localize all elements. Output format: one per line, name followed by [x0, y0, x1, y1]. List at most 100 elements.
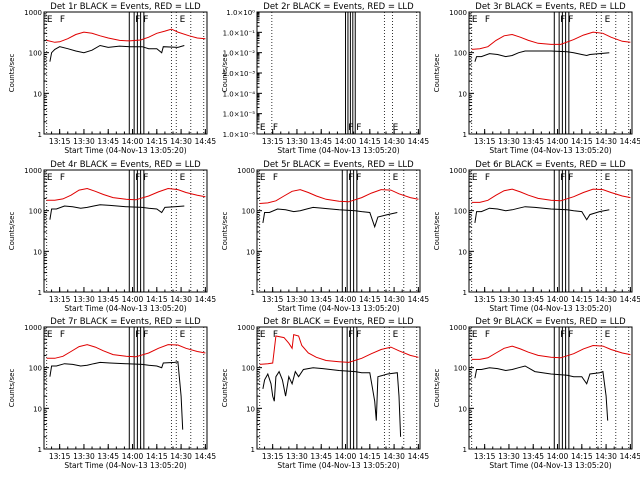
- x-tick-label: 14:15: [571, 452, 593, 461]
- x-tick-label: 13:30: [73, 137, 95, 146]
- y-axis-label: Counts/sec: [221, 212, 229, 251]
- x-tick-label: 14:15: [146, 452, 168, 461]
- y-tick-label: 10: [458, 248, 467, 256]
- flag-label: F: [560, 173, 565, 183]
- x-tick-label: 13:30: [286, 295, 308, 304]
- plot-frame: [256, 169, 421, 293]
- panel-7: Det 7r BLACK = Events, RED = LLD 1 10 100 10…: [8, 317, 216, 470]
- y-tick-label: 1: [251, 446, 255, 454]
- flag-label: E: [180, 15, 186, 25]
- lld-series-line: [471, 31, 631, 50]
- flag-label: E: [260, 330, 266, 340]
- plot-frame: [468, 11, 633, 135]
- y-tick-label: 1.0×10⁻²: [223, 50, 256, 58]
- y-tick-label: 1000: [449, 167, 467, 175]
- y-tick-label: 1000: [24, 167, 42, 175]
- events-series-line: [474, 50, 610, 62]
- y-tick-label: 10: [458, 405, 467, 413]
- flag-label: F: [356, 330, 361, 340]
- flag-label: E: [393, 123, 399, 133]
- y-tick-label: 1000: [449, 9, 467, 17]
- x-tick-label: 14:30: [170, 137, 192, 146]
- y-tick-label: 100: [29, 208, 42, 216]
- x-tick-label: 13:45: [97, 137, 119, 146]
- y-tick-label: 100: [454, 50, 467, 58]
- flag-label: F: [568, 173, 573, 183]
- x-tick-label: 14:30: [595, 295, 617, 304]
- x-tick-label: 14:00: [122, 295, 144, 304]
- panel-title: Det 8r BLACK = Events, RED = LLD: [263, 317, 414, 327]
- panel-title: Det 3r BLACK = Events, RED = LLD: [475, 2, 626, 12]
- flag-label: F: [348, 123, 353, 133]
- flag-label: F: [273, 173, 278, 183]
- events-series-line: [474, 206, 610, 223]
- y-axis-label: Counts/sec: [221, 369, 229, 408]
- x-tick-label: 13:45: [310, 452, 332, 461]
- panel-9: Det 9r BLACK = Events, RED = LLD 1 10 100 10…: [433, 317, 640, 470]
- x-tick-label: 14:30: [383, 137, 405, 146]
- x-tick-label: 13:30: [498, 452, 520, 461]
- events-series-line: [49, 204, 185, 220]
- x-tick-label: 14:30: [170, 295, 192, 304]
- x-tick-label: 13:15: [262, 137, 284, 146]
- plot-frame: [468, 169, 633, 293]
- y-tick-label: 1000: [24, 9, 42, 17]
- y-tick-label: 1: [38, 446, 42, 454]
- flag-label: E: [180, 173, 186, 183]
- y-tick-label: 1.0×10⁻⁴: [223, 90, 256, 98]
- x-tick-label: 14:45: [620, 452, 640, 461]
- flag-label: F: [143, 330, 148, 340]
- events-series-line: [262, 367, 402, 437]
- x-tick-label: 13:15: [49, 295, 71, 304]
- y-tick-label: 1000: [24, 324, 42, 332]
- x-tick-label: 14:45: [408, 295, 430, 304]
- flag-label: F: [356, 123, 361, 133]
- events-series-line: [49, 361, 184, 430]
- y-tick-label: 1: [463, 131, 467, 139]
- flag-label: E: [47, 173, 53, 183]
- y-tick-label: 100: [454, 208, 467, 216]
- x-tick-label: 14:00: [335, 137, 357, 146]
- x-tick-label: 14:00: [122, 452, 144, 461]
- y-tick-label: 1000: [237, 324, 255, 332]
- x-axis-label: Start Time (04-Nov-13 13:05:20): [277, 461, 399, 470]
- events-series-line: [262, 206, 398, 229]
- x-tick-label: 13:30: [286, 452, 308, 461]
- x-axis-label: Start Time (04-Nov-13 13:05:20): [277, 304, 399, 313]
- x-tick-label: 14:15: [146, 137, 168, 146]
- y-tick-label: 100: [242, 208, 255, 216]
- panel-title: Det 1r BLACK = Events, RED = LLD: [50, 2, 201, 12]
- x-tick-label: 13:45: [97, 452, 119, 461]
- y-tick-label: 100: [29, 365, 42, 373]
- flag-label: E: [393, 330, 399, 340]
- flag-label: F: [568, 15, 573, 25]
- panel-title: Det 2r BLACK = Events, RED = LLD: [263, 2, 414, 12]
- panel-title: Det 9r BLACK = Events, RED = LLD: [475, 317, 626, 327]
- y-tick-label: 1.0×10⁻⁵: [223, 111, 256, 119]
- x-tick-label: 14:45: [620, 137, 640, 146]
- panel-5: Det 5r BLACK = Events, RED = LLD 1 10 100 10…: [221, 160, 429, 313]
- y-tick-label: 10: [246, 405, 255, 413]
- flag-label: F: [485, 330, 490, 340]
- x-tick-label: 14:00: [547, 295, 569, 304]
- lld-series-line: [471, 344, 631, 360]
- x-tick-label: 13:45: [522, 137, 544, 146]
- flag-label: F: [135, 15, 140, 25]
- flag-label: F: [135, 173, 140, 183]
- y-tick-label: 1: [463, 446, 467, 454]
- x-axis-label: Start Time (04-Nov-13 13:05:20): [64, 304, 186, 313]
- flag-label: F: [348, 173, 353, 183]
- lld-series-line: [259, 189, 419, 204]
- x-tick-label: 14:45: [195, 295, 217, 304]
- x-tick-label: 13:15: [474, 452, 496, 461]
- x-tick-label: 14:45: [408, 137, 430, 146]
- x-axis-label: Start Time (04-Nov-13 13:05:20): [64, 146, 186, 155]
- x-tick-label: 14:15: [359, 137, 381, 146]
- y-tick-label: 1.0×10⁻¹: [223, 29, 256, 37]
- x-tick-label: 14:00: [547, 452, 569, 461]
- y-tick-label: 1000: [237, 167, 255, 175]
- flag-label: E: [472, 330, 478, 340]
- flag-label: F: [135, 330, 140, 340]
- x-axis-label: Start Time (04-Nov-13 13:05:20): [489, 461, 611, 470]
- flag-label: E: [180, 330, 186, 340]
